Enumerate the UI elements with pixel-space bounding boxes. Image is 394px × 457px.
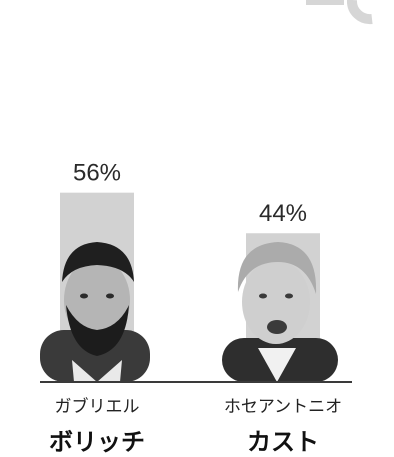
candidate-last-name-kast: カスト xyxy=(247,428,319,456)
candidate-first-name-boric: ガブリエル xyxy=(54,397,140,417)
corner-logo-icon xyxy=(306,0,373,25)
candidate-last-name-boric: ボリッチ xyxy=(49,428,145,456)
portrait-boric xyxy=(40,242,150,382)
value-label-boric: 56% xyxy=(73,160,121,187)
value-label-kast: 44% xyxy=(259,200,307,227)
portrait-kast xyxy=(222,242,338,382)
candidate-first-name-kast: ホセアントニオ xyxy=(223,397,343,417)
